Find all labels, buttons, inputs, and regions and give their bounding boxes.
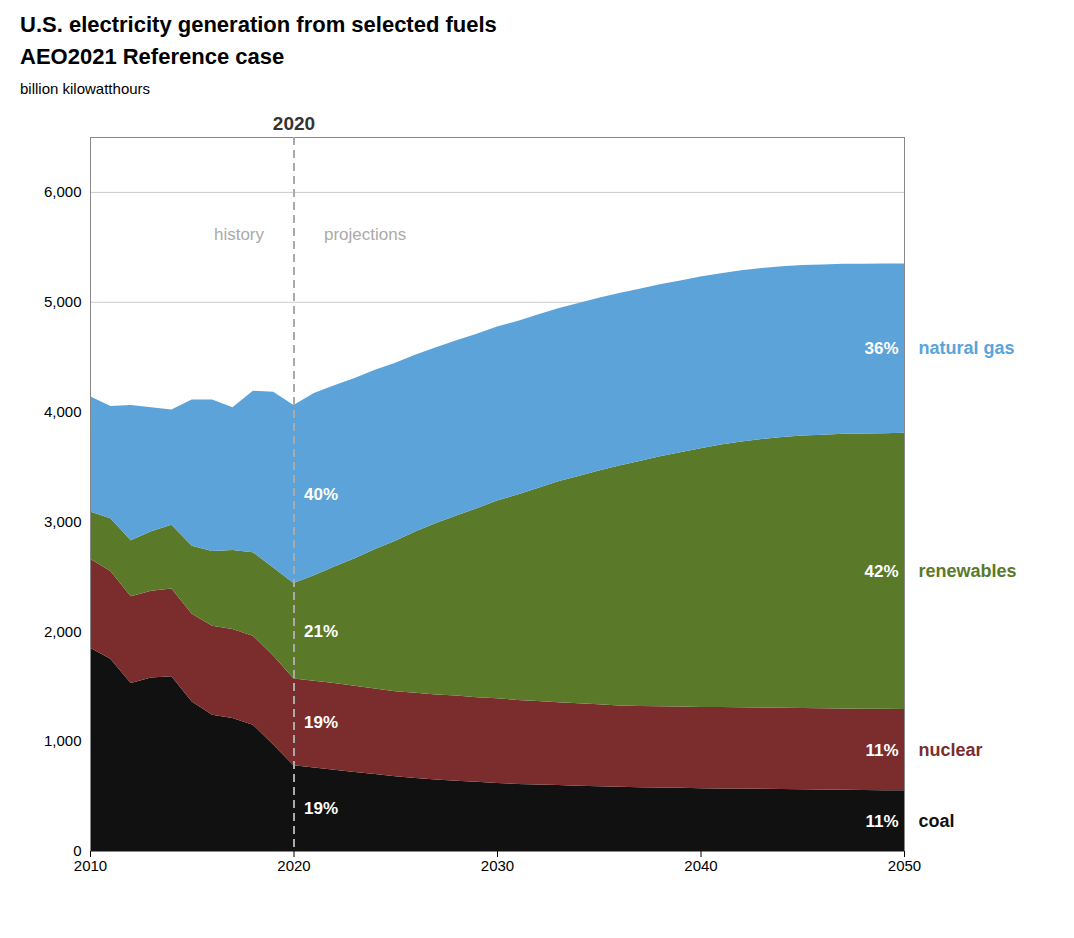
svg-text:2040: 2040 [684, 857, 717, 874]
svg-text:11%: 11% [865, 741, 898, 760]
svg-text:6,000: 6,000 [44, 183, 82, 200]
svg-text:renewables: renewables [919, 561, 1017, 581]
svg-text:19%: 19% [304, 799, 338, 818]
svg-text:2030: 2030 [481, 857, 514, 874]
html-text:U.S. electricity generation fr: U.S. electricity generation from selecte… [20, 12, 497, 37]
svg-text:2020: 2020 [273, 113, 315, 134]
svg-text:2010: 2010 [74, 857, 107, 874]
svg-text:projections: projections [324, 225, 406, 244]
svg-text:4,000: 4,000 [44, 403, 82, 420]
svg-text:natural gas: natural gas [919, 338, 1015, 358]
svg-text:coal: coal [919, 811, 955, 831]
svg-text:2,000: 2,000 [44, 623, 82, 640]
svg-text:2050: 2050 [888, 857, 921, 874]
svg-text:11%: 11% [865, 812, 898, 831]
html-text:billion kilowatthours: billion kilowatthours [20, 80, 151, 97]
svg-text:3,000: 3,000 [44, 513, 82, 530]
html-text:AEO2021 Reference case: AEO2021 Reference case [20, 44, 285, 69]
svg-text:21%: 21% [304, 622, 338, 641]
svg-text:42%: 42% [864, 562, 898, 581]
svg-text:1,000: 1,000 [44, 732, 82, 749]
svg-text:19%: 19% [304, 713, 338, 732]
svg-text:36%: 36% [864, 339, 898, 358]
svg-text:5,000: 5,000 [44, 293, 82, 310]
svg-text:history: history [214, 225, 265, 244]
svg-text:40%: 40% [304, 485, 338, 504]
svg-text:2020: 2020 [277, 857, 310, 874]
svg-text:nuclear: nuclear [919, 740, 983, 760]
svg-text:0: 0 [73, 842, 82, 860]
